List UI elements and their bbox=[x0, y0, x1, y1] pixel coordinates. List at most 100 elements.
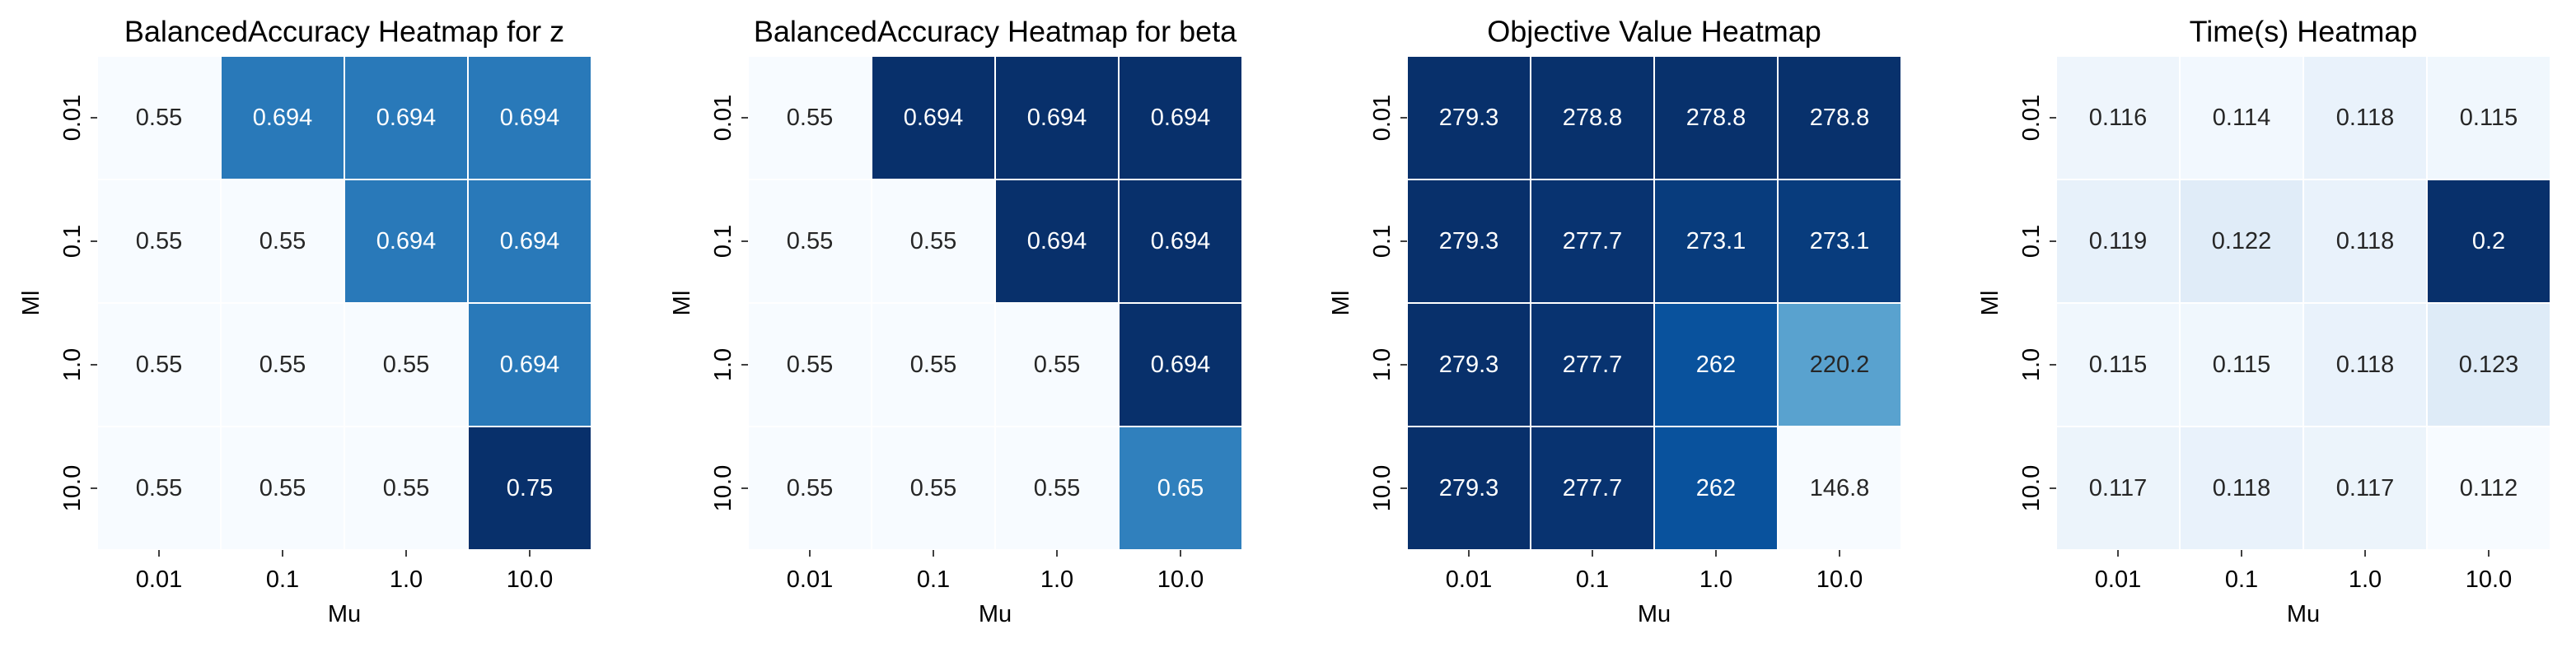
y-tick-label: 0.1 bbox=[710, 225, 736, 258]
cell-value-label: 0.55 bbox=[259, 228, 306, 254]
cell-value-label: 0.115 bbox=[2460, 105, 2518, 131]
cell-value-label: 0.112 bbox=[2460, 475, 2518, 501]
x-tick-label: 0.01 bbox=[1446, 566, 1492, 593]
heatmap-cell bbox=[467, 426, 592, 551]
cell-value-label: 0.55 bbox=[259, 475, 306, 501]
x-axis-label: Mu bbox=[2287, 601, 2320, 627]
cell-value-label: 0.114 bbox=[2213, 105, 2270, 131]
heatmap-cell bbox=[1653, 55, 1779, 180]
cell-value-label: 0.115 bbox=[2089, 352, 2147, 378]
heatmap-panel-4: 0.116 0.114 0.118 0.115 0.119 0.122 0.118 0.2 0.… bbox=[1977, 15, 2551, 627]
cell-value-label: 146.8 bbox=[1810, 475, 1870, 501]
cell-value-label: 278.8 bbox=[1563, 105, 1623, 131]
heatmap-cell bbox=[2179, 179, 2304, 304]
heatmap-cell bbox=[2179, 302, 2304, 427]
chart-title: BalancedAccuracy Heatmap for z bbox=[124, 15, 564, 49]
y-tick-label: 1.0 bbox=[59, 348, 86, 381]
cell-value-label: 0.55 bbox=[787, 475, 833, 501]
cell-value-label: 0.694 bbox=[500, 105, 560, 131]
heatmap-panel-3: 279.3 278.8 278.8 278.8 279.3 277.7 273.1 273.1… bbox=[1328, 15, 1902, 627]
cell-value-label: 279.3 bbox=[1439, 105, 1499, 131]
heatmap-cell bbox=[1406, 55, 1531, 180]
heatmap-cell bbox=[344, 55, 469, 180]
cell-value-label: 0.55 bbox=[787, 105, 833, 131]
heatmap-cell bbox=[2303, 55, 2428, 180]
heatmap-cell bbox=[2303, 302, 2428, 427]
cell-value-label: 262 bbox=[1696, 475, 1736, 501]
y-tick-label: 1.0 bbox=[1369, 348, 1396, 381]
cell-value-label: 0.65 bbox=[1157, 475, 1204, 501]
cell-value-label: 0.55 bbox=[910, 352, 956, 378]
y-tick-label: 0.1 bbox=[59, 225, 86, 258]
cell-value-label: 273.1 bbox=[1686, 228, 1746, 254]
x-axis-label: Mu bbox=[979, 601, 1012, 627]
heatmap-cell bbox=[871, 302, 996, 427]
cell-value-label: 220.2 bbox=[1810, 352, 1870, 378]
x-tick-label: 10.0 bbox=[2466, 566, 2512, 593]
cell-value-label: 0.55 bbox=[787, 352, 833, 378]
heatmap-cell bbox=[871, 55, 996, 180]
cell-value-label: 0.118 bbox=[2336, 352, 2394, 378]
cell-value-label: 279.3 bbox=[1439, 352, 1499, 378]
cell-value-label: 0.694 bbox=[1151, 228, 1211, 254]
x-tick-label: 0.01 bbox=[2095, 566, 2141, 593]
heatmap-cell bbox=[2055, 179, 2181, 304]
y-tick-label: 10.0 bbox=[1369, 465, 1396, 511]
heatmap-cell bbox=[1530, 426, 1655, 551]
cell-value-label: 0.2 bbox=[2472, 228, 2505, 254]
cell-value-label: 0.116 bbox=[2089, 105, 2147, 131]
chart-title: Objective Value Heatmap bbox=[1487, 15, 1821, 49]
heatmap-cell bbox=[96, 179, 222, 304]
x-tick-label: 1.0 bbox=[1040, 566, 1073, 593]
y-axis-label: Ml bbox=[669, 291, 695, 316]
chart-title: Time(s) Heatmap bbox=[2190, 15, 2418, 49]
cell-value-label: 0.55 bbox=[136, 352, 182, 378]
x-tick-label: 0.1 bbox=[1576, 566, 1609, 593]
cell-value-label: 0.75 bbox=[507, 475, 553, 501]
cell-value-label: 0.55 bbox=[910, 228, 956, 254]
heatmap-cell bbox=[1406, 426, 1531, 551]
heatmap-cell bbox=[96, 426, 222, 551]
heatmap-cell bbox=[2179, 426, 2304, 551]
cell-value-label: 0.55 bbox=[136, 228, 182, 254]
chart-title: BalancedAccuracy Heatmap for beta bbox=[754, 15, 1237, 49]
y-axis-label: Ml bbox=[1328, 291, 1354, 316]
cell-value-label: 0.694 bbox=[1151, 105, 1211, 131]
heatmap-cell bbox=[994, 302, 1120, 427]
cell-value-label: 279.3 bbox=[1439, 228, 1499, 254]
x-tick-label: 1.0 bbox=[2349, 566, 2382, 593]
heatmap-cell bbox=[220, 426, 345, 551]
y-tick-label: 1.0 bbox=[710, 348, 736, 381]
x-tick-label: 0.1 bbox=[2225, 566, 2258, 593]
x-tick-label: 10.0 bbox=[507, 566, 553, 593]
x-tick-label: 10.0 bbox=[1157, 566, 1204, 593]
cell-value-label: 0.118 bbox=[2336, 105, 2394, 131]
heatmap-cell bbox=[1653, 179, 1779, 304]
x-tick-label: 1.0 bbox=[390, 566, 423, 593]
cell-value-label: 0.694 bbox=[904, 105, 964, 131]
cell-value-label: 0.694 bbox=[253, 105, 313, 131]
cell-value-label: 0.123 bbox=[2459, 352, 2519, 378]
heatmap-cell bbox=[1530, 302, 1655, 427]
heatmap-cell bbox=[1653, 426, 1779, 551]
cell-value-label: 0.55 bbox=[1034, 475, 1080, 501]
cell-value-label: 0.117 bbox=[2089, 475, 2147, 501]
cell-value-label: 0.55 bbox=[383, 352, 429, 378]
cell-value-label: 277.7 bbox=[1563, 352, 1623, 378]
heatmap-cell bbox=[1118, 426, 1243, 551]
heatmap-cell bbox=[1777, 179, 1902, 304]
cell-value-label: 0.122 bbox=[2212, 228, 2272, 254]
y-tick-label: 1.0 bbox=[2018, 348, 2045, 381]
heatmap-cell bbox=[220, 179, 345, 304]
cell-value-label: 0.55 bbox=[136, 475, 182, 501]
x-tick-label: 0.1 bbox=[266, 566, 299, 593]
x-tick-label: 0.01 bbox=[787, 566, 833, 593]
heatmap-cell bbox=[2055, 55, 2181, 180]
heatmap-cell bbox=[747, 302, 872, 427]
cell-value-label: 0.694 bbox=[1027, 105, 1087, 131]
heatmap-cell bbox=[2426, 179, 2551, 304]
y-axis-label: Ml bbox=[18, 291, 44, 316]
cell-value-label: 0.55 bbox=[787, 228, 833, 254]
y-axis-label: Ml bbox=[1977, 291, 2003, 316]
